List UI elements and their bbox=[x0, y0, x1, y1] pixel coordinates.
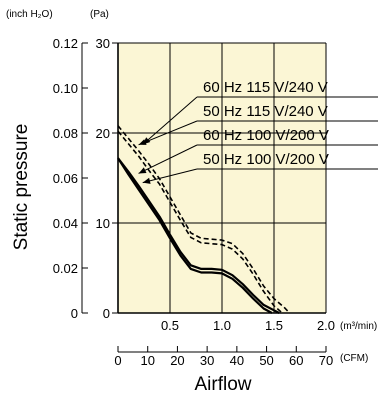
y-axis-title: Static pressure bbox=[11, 124, 32, 251]
legend-label-4: 50 Hz 100 V/200 V bbox=[203, 151, 329, 168]
x2-tick-label: 60 bbox=[289, 353, 303, 368]
leader-arrowhead bbox=[138, 139, 147, 145]
x-unit-label: (m³/min) bbox=[340, 321, 377, 332]
y2-tick-label: 0.08 bbox=[53, 126, 78, 141]
y-unit-label: (Pa) bbox=[90, 9, 109, 20]
series-line-2 bbox=[117, 130, 283, 314]
legend-label-3: 60 Hz 100 V/200 V bbox=[203, 127, 329, 144]
y-tick-label: 20 bbox=[96, 126, 110, 141]
series-line-3 bbox=[117, 157, 280, 314]
series-line-4 bbox=[117, 157, 273, 314]
y-tick-label: 30 bbox=[96, 36, 110, 51]
leader-arrowhead bbox=[138, 167, 147, 174]
grid bbox=[118, 42, 327, 314]
x2-tick-label: 0 bbox=[114, 353, 121, 368]
y2-tick-label: 0.04 bbox=[53, 216, 78, 231]
y2-tick-label: 0.12 bbox=[53, 36, 78, 51]
x2-tick-label: 20 bbox=[170, 353, 184, 368]
x2-tick-label: 10 bbox=[140, 353, 154, 368]
x-axis-title: Airflow bbox=[194, 374, 251, 395]
y2-tick-label: 0.10 bbox=[53, 81, 78, 96]
leader-line bbox=[142, 168, 198, 184]
legend-label-2: 50 Hz 115 V/240 V bbox=[203, 103, 328, 120]
x2-tick-label: 50 bbox=[259, 353, 273, 368]
series-line-1 bbox=[117, 125, 291, 314]
y2-tick-label: 0.06 bbox=[53, 171, 78, 186]
leader-arrowhead bbox=[142, 177, 151, 184]
leader-line bbox=[138, 144, 198, 174]
legend-label-1: 60 Hz 115 V/240 V bbox=[203, 79, 328, 96]
x-tick-label: 0.5 bbox=[161, 318, 179, 333]
curves bbox=[117, 125, 291, 314]
leader-line bbox=[138, 120, 198, 146]
y-tick-label: 10 bbox=[96, 216, 110, 231]
y2-tick-label: 0.02 bbox=[53, 261, 78, 276]
x-tick-label: 1.0 bbox=[213, 318, 231, 333]
x2-tick-label: 70 bbox=[319, 353, 333, 368]
y2-tick-label: 0 bbox=[71, 306, 78, 321]
ticks: 0 10 20 30 0 0.02 0.04 0.06 0.08 0.10 0.12 0.5 1.0 1.… bbox=[53, 36, 335, 368]
x2-unit-label: (CFM) bbox=[340, 353, 368, 364]
legend: 60 Hz 115 V/240 V 50 Hz 115 V/240 V 60 Hz … bbox=[138, 79, 378, 184]
x-tick-label: 1.5 bbox=[265, 318, 283, 333]
x2-tick-label: 30 bbox=[200, 353, 214, 368]
y-tick-label: 0 bbox=[103, 306, 110, 321]
x-tick-label: 2.0 bbox=[317, 318, 335, 333]
x2-tick-label: 40 bbox=[230, 353, 244, 368]
y2-unit-label: (inch H₂O) bbox=[6, 9, 53, 20]
leader-line bbox=[142, 96, 198, 145]
